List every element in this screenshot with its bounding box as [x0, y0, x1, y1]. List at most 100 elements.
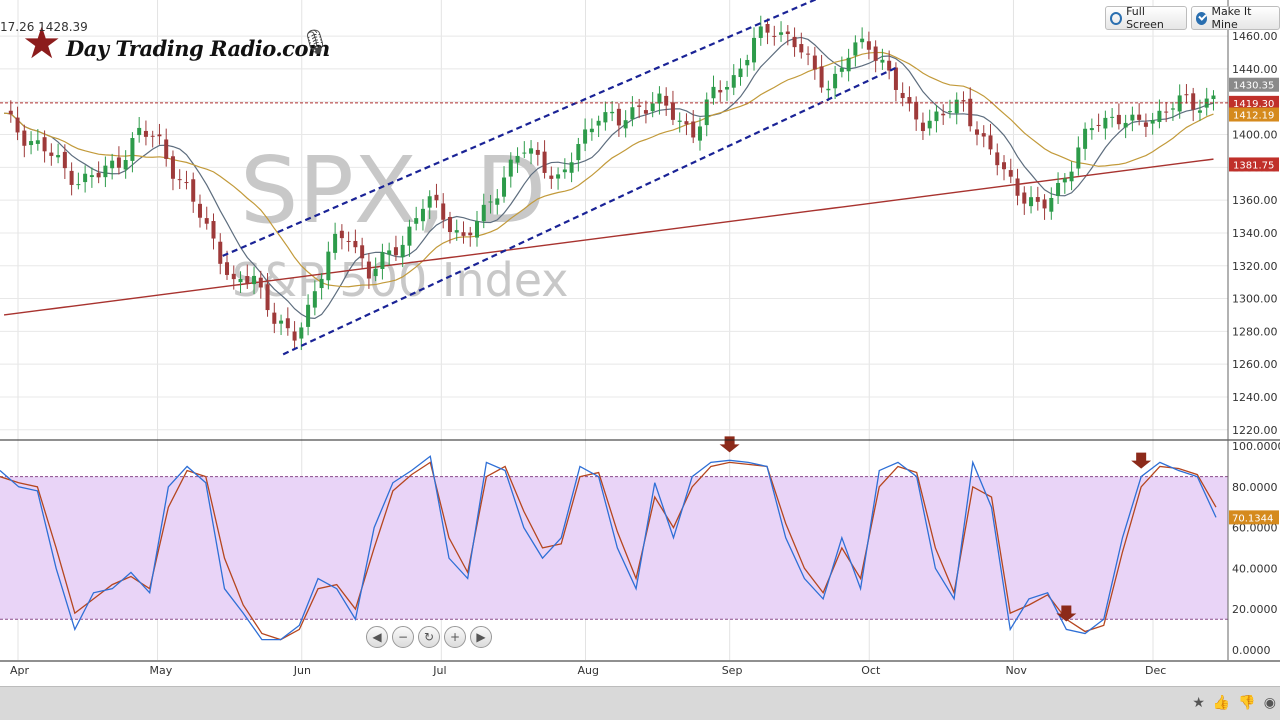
candle-body — [170, 156, 175, 179]
zoom-in-button[interactable]: + — [444, 626, 466, 648]
candle-body — [961, 100, 966, 102]
candle-body — [535, 149, 540, 155]
candle-body — [724, 86, 729, 90]
x-tick-label: Oct — [861, 664, 881, 677]
candle-body — [137, 127, 142, 136]
spx-chart[interactable]: SPX, D S&P 500 Index 100.0000 80.0000 60.0… — [0, 0, 1280, 686]
candle-body — [299, 327, 304, 339]
candle-body — [238, 278, 243, 283]
stoch-tag — [1229, 510, 1279, 525]
make-it-mine-button[interactable]: Make It Mine — [1191, 5, 1280, 31]
bottom-toolbar: ★ 👍 👎 ◉ — [0, 686, 1280, 720]
stoch-tag-label: 70.1344 — [1232, 513, 1273, 524]
price-tick-label: 1460.00 — [1232, 30, 1278, 43]
candle-body — [772, 35, 777, 37]
candle-body — [954, 99, 959, 114]
price-tick-label: 1220.00 — [1232, 424, 1278, 437]
candle-body — [812, 55, 817, 70]
down-arrow-icon — [719, 436, 740, 453]
candle-body — [974, 129, 979, 135]
scroll-right-button[interactable]: ▶ — [470, 626, 492, 648]
price-tick-label: 1360.00 — [1232, 194, 1278, 207]
price-tag-label: 1430.35 — [1233, 81, 1274, 92]
candles — [8, 15, 1216, 351]
scroll-left-button[interactable]: ◀ — [366, 626, 388, 648]
candle-body — [542, 151, 547, 173]
thumbs-up-icon[interactable]: 👍 — [1212, 695, 1231, 711]
candle-body — [670, 102, 675, 120]
candle-body — [941, 113, 946, 116]
candle-body — [1002, 162, 1007, 170]
candle-body — [630, 107, 635, 120]
stoch-tick-label: 20.0000 — [1232, 603, 1278, 616]
x-tick-label: Nov — [1005, 664, 1027, 677]
candle-body — [1164, 111, 1169, 113]
candle-body — [258, 277, 263, 288]
zoom-out-button[interactable]: − — [392, 626, 414, 648]
full-screen-button[interactable]: Full Screen — [1105, 5, 1187, 31]
price-tick-label: 1300.00 — [1232, 293, 1278, 306]
full-screen-label: Full Screen — [1126, 5, 1164, 31]
star-icon[interactable]: ★ — [1192, 695, 1205, 711]
candle-body — [792, 36, 797, 48]
stoch-band — [0, 476, 1228, 620]
candle-body — [549, 175, 554, 179]
candle-body — [434, 194, 439, 201]
candle-body — [1123, 122, 1128, 128]
candle-body — [1096, 124, 1101, 126]
candle-body — [1022, 192, 1027, 204]
candle-body — [738, 68, 743, 78]
candle-body — [225, 262, 230, 275]
x-tick-label: Jul — [432, 664, 446, 677]
candle-body — [1116, 114, 1121, 125]
candle-body — [650, 103, 655, 112]
thumbs-down-icon[interactable]: 👎 — [1238, 695, 1256, 711]
candle-body — [826, 88, 831, 91]
price-tick-label: 1400.00 — [1232, 129, 1278, 142]
refresh-icon: ↻ — [423, 630, 435, 644]
x-tick-label: Dec — [1145, 664, 1166, 677]
candle-body — [515, 155, 520, 163]
candle-body — [1103, 117, 1108, 129]
candle-body — [319, 278, 324, 289]
candle-body — [8, 110, 13, 115]
reset-button[interactable]: ↻ — [418, 626, 440, 648]
candle-body — [231, 273, 236, 280]
down-arrow-icon — [1131, 452, 1152, 469]
candle-body — [420, 208, 425, 222]
candle-body — [610, 111, 615, 114]
candle-body — [1062, 178, 1067, 183]
candle-body — [1170, 108, 1175, 110]
candle-body — [839, 67, 844, 72]
eye-icon[interactable]: ◉ — [1263, 695, 1276, 711]
candle-body — [22, 130, 27, 146]
candle-body — [150, 135, 155, 137]
stoch-d-line — [0, 461, 1217, 641]
candle-body — [1150, 120, 1155, 124]
stoch-tick-label: 60.0000 — [1232, 522, 1278, 535]
candle-body — [62, 151, 67, 169]
candle-body — [616, 108, 621, 126]
candle-body — [988, 135, 993, 150]
candle-body — [400, 244, 405, 258]
candle-body — [1008, 170, 1013, 177]
candle-body — [1069, 171, 1074, 182]
candle-body — [123, 159, 128, 170]
candle-body — [981, 133, 986, 137]
candle-body — [1130, 114, 1135, 121]
candle-body — [96, 172, 101, 178]
candle-body — [684, 121, 689, 125]
candle-body — [252, 275, 257, 285]
candle-body — [589, 128, 594, 133]
microphone-icon: 🎙 — [300, 28, 331, 56]
candle-body — [130, 138, 135, 161]
ohlc-readout: 17.26 1428.39 — [0, 20, 88, 34]
candle-body — [373, 269, 378, 277]
candle-body — [49, 152, 54, 156]
price-tick-label: 1340.00 — [1232, 227, 1278, 240]
candle-body — [441, 203, 446, 220]
candle-body — [623, 120, 628, 129]
candle-body — [1191, 93, 1196, 110]
plus-icon: + — [449, 630, 461, 644]
price-tick-label: 1260.00 — [1232, 358, 1278, 371]
